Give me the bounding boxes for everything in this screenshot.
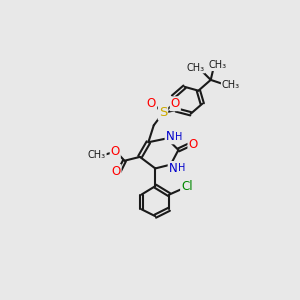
Text: O: O: [111, 145, 120, 158]
Text: CH₃: CH₃: [222, 80, 240, 90]
Text: N: N: [166, 130, 174, 143]
Text: O: O: [147, 97, 156, 110]
Text: O: O: [171, 97, 180, 110]
Text: O: O: [111, 165, 121, 178]
Text: Cl: Cl: [181, 180, 193, 193]
Text: O: O: [188, 138, 198, 151]
Text: H: H: [178, 164, 186, 173]
Text: CH₃: CH₃: [208, 60, 227, 70]
Text: S: S: [159, 106, 167, 119]
Text: CH₃: CH₃: [88, 150, 106, 160]
Text: N: N: [169, 162, 177, 175]
Text: H: H: [175, 132, 183, 142]
Text: CH₃: CH₃: [186, 63, 204, 73]
